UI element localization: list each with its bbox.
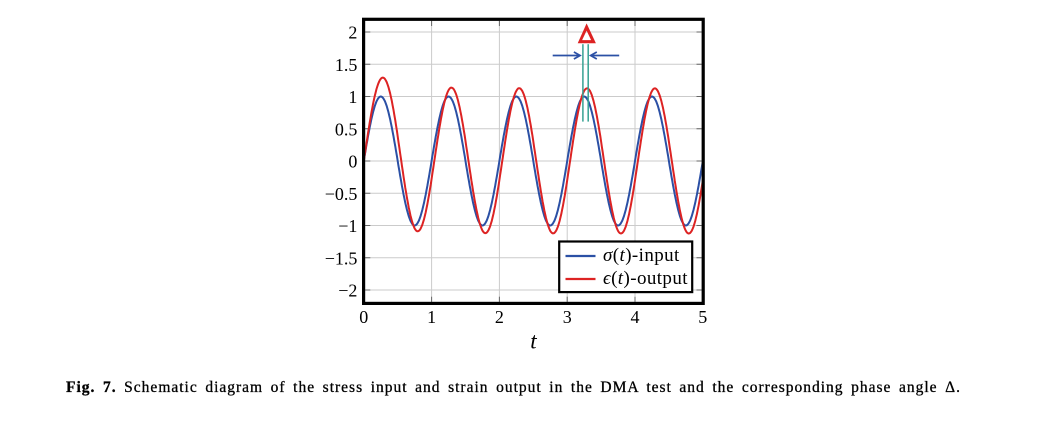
svg-text:0: 0 xyxy=(359,307,368,327)
svg-text:0: 0 xyxy=(348,152,357,172)
svg-text:1.5: 1.5 xyxy=(335,55,358,75)
svg-text:−1.5: −1.5 xyxy=(325,248,358,268)
svg-text:−0.5: −0.5 xyxy=(325,184,358,204)
svg-text:t: t xyxy=(530,328,537,353)
svg-text:3: 3 xyxy=(563,307,572,327)
svg-text:1: 1 xyxy=(427,307,436,327)
svg-text:2: 2 xyxy=(348,23,357,43)
svg-text:−1: −1 xyxy=(338,216,357,236)
svg-text:1: 1 xyxy=(348,87,357,107)
svg-text:5: 5 xyxy=(698,307,707,327)
svg-text:2: 2 xyxy=(495,307,504,327)
svg-text:4: 4 xyxy=(631,307,640,327)
svg-text:−2: −2 xyxy=(338,281,357,301)
svg-text:0.5: 0.5 xyxy=(335,119,358,139)
svg-text:σ(t)-input: σ(t)-input xyxy=(603,245,680,266)
svg-text:ϵ(t)-output: ϵ(t)-output xyxy=(603,268,688,289)
